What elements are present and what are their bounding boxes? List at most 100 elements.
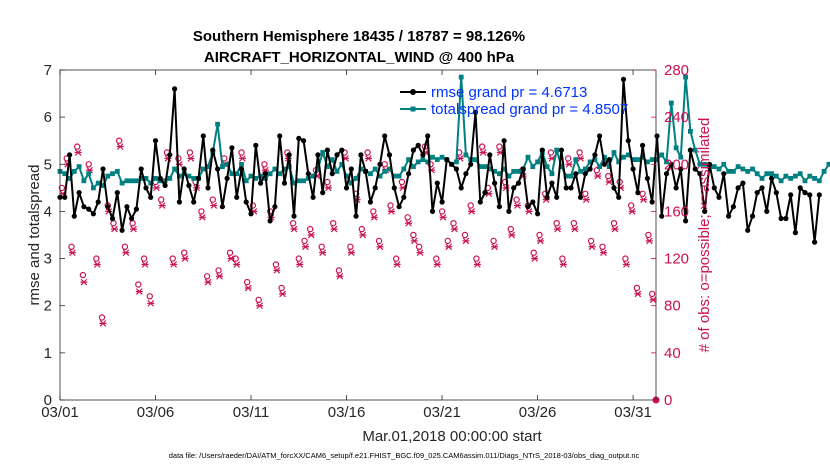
obs-possible-marker [587, 237, 595, 245]
obs-assimilated-marker [588, 243, 596, 251]
rmse-point [730, 204, 737, 210]
rmse-point [105, 204, 111, 210]
totalspread-point [816, 178, 822, 184]
rmse-point [568, 185, 574, 191]
y-tick-label-left: 1 [44, 345, 52, 362]
rmse-point [109, 215, 116, 222]
y-tick-label-right: 80 [664, 298, 681, 315]
rmse-point [644, 175, 651, 181]
obs-possible-marker [318, 243, 325, 250]
y-tick-label-right: 40 [664, 345, 681, 362]
totalspread-point [530, 164, 536, 169]
rmse-point [606, 157, 612, 163]
rmse-point [582, 171, 588, 177]
obs-assimilated-marker [599, 249, 607, 257]
rmse-point [253, 142, 259, 148]
rmse-point [778, 215, 784, 222]
totalspread-point [310, 173, 316, 179]
totalspread-point [325, 164, 330, 169]
totalspread-point [731, 169, 736, 174]
obs-assimilated-marker [634, 290, 642, 298]
rmse-point [716, 194, 722, 200]
obs-possible-marker [226, 249, 234, 256]
rmse-point [788, 192, 794, 198]
obs-assimilated-marker [279, 290, 287, 298]
obs-possible-marker [203, 273, 211, 280]
rmse-point [802, 190, 808, 196]
rmse-line [60, 78, 821, 244]
totalspread-point [750, 166, 755, 172]
rmse-point [367, 199, 373, 205]
totalspread-point [826, 161, 830, 167]
obs-possible-marker [593, 166, 601, 174]
obs-assimilated-marker [210, 202, 218, 209]
chart-subtitle: AIRCRAFT_HORIZONTAL_WIND @ 400 hPa [204, 49, 515, 66]
obs-assimilated-marker [122, 249, 130, 257]
rmse-point [286, 152, 292, 158]
rmse-point [229, 145, 235, 151]
obs-possible-marker [564, 155, 572, 162]
rmse-point [401, 194, 407, 200]
rmse-point [219, 204, 225, 210]
y-tick-label-right: 200 [664, 156, 689, 173]
obs-possible-marker [295, 255, 302, 262]
rmse-point [649, 199, 655, 205]
totalspread-point [291, 180, 297, 186]
rmse-point [702, 208, 708, 214]
obs-assimilated-marker [508, 231, 516, 239]
rmse-point [444, 157, 450, 163]
obs-assimilated-marker [80, 278, 88, 286]
totalspread-point [458, 74, 464, 80]
totalspread-point [119, 180, 125, 186]
obs-assimilated-marker [273, 267, 281, 274]
totalspread-point [105, 173, 111, 179]
obs-assimilated-marker [74, 149, 82, 156]
totalspread-point [134, 178, 139, 184]
obs-assimilated-marker [290, 225, 298, 233]
rmse-point [90, 211, 96, 217]
y-tick-label-right: 0 [664, 392, 672, 409]
obs-assimilated-marker [410, 237, 418, 245]
totalspread-point [124, 178, 130, 184]
rmse-point [592, 152, 598, 158]
obs-assimilated-marker [238, 155, 246, 162]
totalspread-point [668, 100, 674, 106]
y-tick-label-left: 7 [44, 62, 52, 79]
rmse-point [415, 142, 421, 148]
rmse-point [129, 215, 135, 222]
ticks-layer: 03/01 03/06 03/11 03/16 03/21 03/26 03/31 0 1 2 3 4… [41, 62, 689, 421]
obs-possible-marker [393, 255, 400, 262]
rmse-point [745, 227, 751, 233]
totalspread-point [692, 147, 698, 153]
obs-assimilated-marker [319, 249, 327, 257]
obs-possible-marker [307, 225, 314, 233]
obs-possible-marker [628, 202, 635, 209]
totalspread-point [277, 171, 283, 177]
rmse-point [635, 190, 641, 196]
rmse-point [81, 204, 87, 210]
obs-possible-marker [121, 243, 129, 250]
obs-assimilated-marker [227, 255, 235, 262]
rmse-point [86, 206, 92, 212]
obs-possible-marker [215, 267, 222, 274]
plot-area [60, 70, 656, 400]
obs-possible-marker [610, 219, 618, 227]
totalspread-point [177, 173, 182, 179]
obs-possible-marker [180, 249, 188, 256]
obs-possible-marker [559, 255, 566, 262]
obs-possible-marker [140, 255, 148, 262]
totalspread-point [625, 152, 631, 158]
totalspread-point [745, 169, 751, 174]
totalspread-point [812, 176, 817, 181]
totalspread-point [248, 173, 254, 179]
obs-possible-marker [58, 184, 66, 192]
rmse-point [277, 133, 283, 139]
totalspread-point [348, 180, 354, 186]
rmse-point [396, 204, 402, 210]
obs-possible-marker [146, 293, 153, 300]
totalspread-point [559, 164, 564, 169]
rmse-point [625, 138, 631, 144]
rmse-point [573, 171, 579, 177]
totalspread-point [454, 159, 459, 165]
y-tick-label-left: 0 [44, 392, 52, 409]
